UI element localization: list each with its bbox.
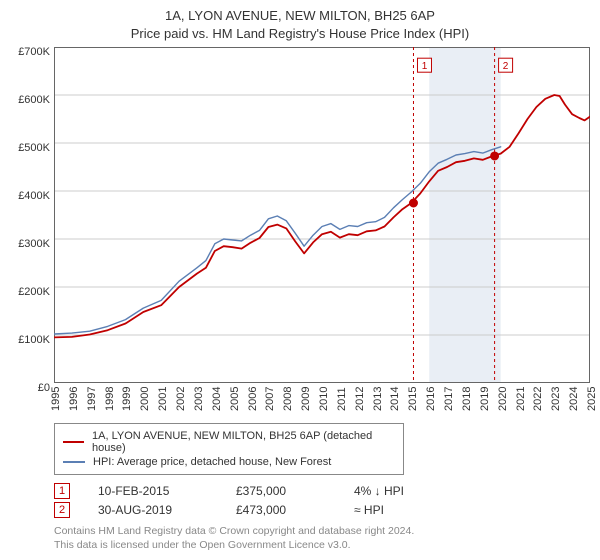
x-tick-label: 2017 xyxy=(443,387,455,411)
legend-item: HPI: Average price, detached house, New … xyxy=(63,456,395,468)
x-tick-label: 1999 xyxy=(121,387,133,411)
attribution: Contains HM Land Registry data © Crown c… xyxy=(54,524,590,552)
x-tick-label: 2009 xyxy=(300,387,312,411)
attribution-line1: Contains HM Land Registry data © Crown c… xyxy=(54,524,590,538)
x-tick-label: 2011 xyxy=(336,387,348,411)
x-tick-label: 2020 xyxy=(497,387,509,411)
x-tick-label: 2016 xyxy=(425,387,437,411)
legend-swatch xyxy=(63,441,84,443)
title-address: 1A, LYON AVENUE, NEW MILTON, BH25 6AP xyxy=(10,8,590,23)
x-tick-label: 1998 xyxy=(104,387,116,411)
x-tick-label: 2012 xyxy=(354,387,366,411)
x-tick-label: 2006 xyxy=(247,387,259,411)
legend-swatch xyxy=(63,461,85,463)
sale-date: 10-FEB-2015 xyxy=(98,484,208,498)
sale-marker: 1 xyxy=(54,483,70,499)
sale-price: £473,000 xyxy=(236,503,326,517)
chart-area: £700K£600K£500K£400K£300K£200K£100K£0 12… xyxy=(10,47,590,417)
x-tick-label: 2015 xyxy=(407,387,419,411)
x-tick-label: 1996 xyxy=(68,387,80,411)
x-tick-label: 2022 xyxy=(532,387,544,411)
sale-date: 30-AUG-2019 xyxy=(98,503,208,517)
sale-delta: 4% ↓ HPI xyxy=(354,484,404,498)
sale-marker: 2 xyxy=(54,502,70,518)
x-tick-label: 2001 xyxy=(157,387,169,411)
x-tick-label: 2003 xyxy=(193,387,205,411)
x-tick-label: 2005 xyxy=(229,387,241,411)
x-tick-label: 2025 xyxy=(586,387,598,411)
plot-area: 12 xyxy=(54,47,590,383)
x-tick-label: 2014 xyxy=(389,387,401,411)
attribution-line2: This data is licensed under the Open Gov… xyxy=(54,538,590,552)
legend-item: 1A, LYON AVENUE, NEW MILTON, BH25 6AP (d… xyxy=(63,430,395,454)
y-axis: £700K£600K£500K£400K£300K£200K£100K£0 xyxy=(10,47,54,417)
legend-label: 1A, LYON AVENUE, NEW MILTON, BH25 6AP (d… xyxy=(92,430,395,454)
svg-text:2: 2 xyxy=(503,61,509,72)
x-tick-label: 2018 xyxy=(461,387,473,411)
plot-svg: 12 xyxy=(54,47,590,383)
legend: 1A, LYON AVENUE, NEW MILTON, BH25 6AP (d… xyxy=(54,423,404,475)
x-tick-label: 2007 xyxy=(264,387,276,411)
svg-text:1: 1 xyxy=(422,61,428,72)
sale-row: 1 10-FEB-2015 £375,000 4% ↓ HPI xyxy=(54,483,590,499)
chart-titles: 1A, LYON AVENUE, NEW MILTON, BH25 6AP Pr… xyxy=(10,8,590,41)
x-tick-label: 2004 xyxy=(211,387,223,411)
x-tick-label: 2010 xyxy=(318,387,330,411)
sale-delta: ≈ HPI xyxy=(354,503,384,517)
sales-table: 1 10-FEB-2015 £375,000 4% ↓ HPI 2 30-AUG-2019… xyxy=(54,483,590,518)
x-tick-label: 2008 xyxy=(282,387,294,411)
x-tick-label: 1995 xyxy=(50,387,62,411)
x-tick-label: 2021 xyxy=(515,387,527,411)
x-tick-label: 2000 xyxy=(139,387,151,411)
title-description: Price paid vs. HM Land Registry's House … xyxy=(10,26,590,41)
legend-label: HPI: Average price, detached house, New … xyxy=(93,456,331,468)
sale-price: £375,000 xyxy=(236,484,326,498)
x-tick-label: 2019 xyxy=(479,387,491,411)
x-tick-label: 2024 xyxy=(568,387,580,411)
sale-row: 2 30-AUG-2019 £473,000 ≈ HPI xyxy=(54,502,590,518)
x-tick-label: 1997 xyxy=(86,387,98,411)
x-tick-label: 2023 xyxy=(550,387,562,411)
x-tick-label: 2013 xyxy=(372,387,384,411)
x-tick-label: 2002 xyxy=(175,387,187,411)
x-axis: 1995199619971998199920002001200220032004… xyxy=(54,383,590,417)
